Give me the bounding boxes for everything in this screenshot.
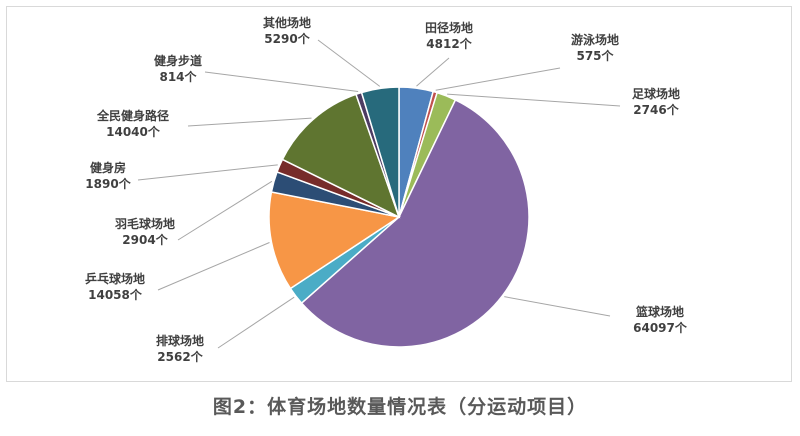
slice-label-value-7: 1890个 [85, 176, 131, 191]
slice-label-name-10: 其他场地 [263, 15, 311, 30]
slice-label-value-9: 814个 [159, 69, 197, 84]
leader-line-3 [504, 296, 611, 317]
pie-slice-3 [300, 98, 530, 348]
pie-slice-8 [281, 93, 401, 219]
leader-line-6 [177, 180, 273, 241]
slice-label-name-2: 足球场地 [632, 86, 680, 101]
leader-line-4 [217, 296, 295, 349]
slice-label-name-0: 田径场地 [425, 20, 473, 35]
leader-line-9 [204, 71, 359, 92]
leader-line-2 [447, 93, 621, 107]
slice-label-value-10: 5290个 [264, 31, 310, 46]
slice-label-value-6: 2904个 [122, 232, 168, 247]
leader-line-0 [416, 57, 450, 87]
slice-label-name-4: 排球场地 [156, 333, 204, 348]
slice-label-value-0: 4812个 [426, 36, 472, 51]
slice-label-value-3: 64097个 [633, 320, 688, 335]
slice-label-value-1: 575个 [576, 48, 614, 63]
slice-label-value-5: 14058个 [88, 287, 143, 302]
leader-line-8 [187, 117, 312, 127]
slice-label-value-8: 14040个 [106, 124, 161, 139]
slice-label-name-3: 篮球场地 [635, 304, 684, 319]
leader-line-5 [157, 242, 270, 291]
slice-label-name-9: 健身步道 [154, 53, 202, 68]
slice-label-name-1: 游泳场地 [571, 32, 619, 47]
leader-line-10 [317, 39, 381, 87]
slice-label-name-7: 健身房 [90, 160, 126, 175]
slice-label-name-5: 乒乓球场地 [85, 271, 145, 286]
chart-caption: 图2：体育场地数量情况表（分运动项目） [212, 396, 588, 418]
slice-label-name-8: 全民健身路径 [96, 108, 169, 123]
slice-label-name-6: 羽毛球场地 [115, 216, 175, 231]
pie-slice-10 [360, 86, 400, 218]
leader-line-1 [435, 67, 561, 91]
pie-slice-5 [268, 191, 401, 290]
leader-line-7 [137, 164, 278, 181]
slice-label-value-2: 2746个 [633, 102, 679, 117]
slice-label-value-4: 2562个 [157, 349, 203, 364]
